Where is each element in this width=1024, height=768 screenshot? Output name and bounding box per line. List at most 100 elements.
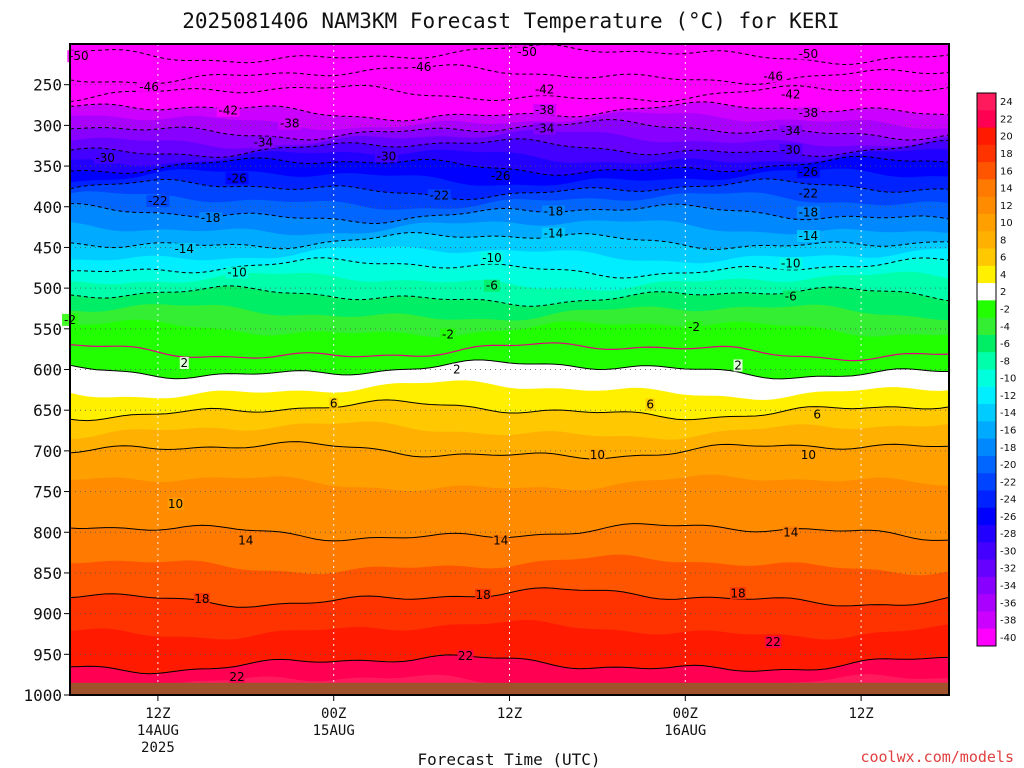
isotherm-line	[69, 441, 950, 460]
isotherm-label-bg	[237, 534, 254, 547]
x-tick-label: 00Z	[673, 706, 698, 722]
colorbar-swatch	[977, 404, 996, 422]
colorbar-swatch	[977, 369, 996, 388]
colorbar-swatch	[977, 179, 996, 198]
isotherm-label: 10	[801, 448, 816, 462]
y-tick-label: 550	[33, 320, 62, 339]
isotherm-label: -14	[544, 227, 564, 241]
isotherm-label: 10	[590, 448, 605, 462]
isotherm-label-bg	[452, 363, 462, 376]
y-tick-label: 700	[33, 442, 62, 461]
isotherm-label: 18	[730, 586, 745, 600]
isotherm-label: -46	[139, 80, 159, 94]
isotherm-label-bg	[761, 70, 785, 83]
y-tick-label: 250	[33, 76, 62, 95]
isotherm-line	[69, 138, 950, 158]
isotherm-label-bg	[796, 47, 820, 60]
colorbar-label: -4	[1000, 322, 1010, 333]
colorbar-swatch	[977, 283, 996, 301]
isotherm-label-bg	[796, 187, 820, 200]
colorbar-swatch	[977, 231, 996, 250]
colorbar-label: -6	[1000, 339, 1010, 350]
colorbar-label: -22	[1000, 477, 1016, 488]
isotherm-label: -26	[799, 165, 819, 179]
isotherm-label-bg	[146, 195, 170, 208]
isotherm-label: -42	[535, 83, 555, 97]
isotherm-label-bg	[172, 243, 196, 256]
isotherm-label-bg	[167, 497, 184, 510]
isotherm-label: 2	[180, 356, 188, 370]
isotherm-label: 22	[229, 670, 244, 684]
isotherm-label: -50	[517, 45, 537, 59]
y-tick-label: 800	[33, 523, 62, 542]
isotherm-label: 14	[783, 525, 798, 539]
colorbar-swatch	[977, 490, 996, 509]
isotherm-label-bg	[489, 169, 513, 182]
y-tick-label: 850	[33, 564, 62, 583]
isotherm-label: -26	[227, 171, 247, 185]
y-tick-label: 650	[33, 401, 62, 420]
pressure-axis: 250 300 350 400 450 500 550 600 650 700 750 800 850 9…	[23, 76, 70, 705]
x-tick-label: 15AUG	[313, 723, 355, 739]
isotherm-label-bg	[179, 356, 189, 369]
isotherm-label-bg	[686, 321, 703, 334]
y-tick-label: 350	[33, 157, 62, 176]
x-tick-label: 12Z	[145, 706, 170, 722]
isotherm-label: -22	[148, 194, 168, 208]
isotherm-label-bg	[779, 88, 803, 101]
colorbar-swatch	[977, 334, 996, 353]
isotherm-label: -2	[442, 328, 454, 342]
isotherm-label: -6	[486, 279, 498, 293]
isotherm-label-bg	[645, 398, 655, 411]
colorbar-label: -30	[1000, 546, 1016, 557]
isotherm-line	[69, 231, 950, 251]
colorbar-swatch	[977, 473, 996, 491]
colorbar-swatch	[977, 525, 996, 543]
colorbar-swatch	[977, 628, 996, 647]
colorbar-label: -32	[1000, 564, 1016, 575]
colorbar-label: 18	[1000, 149, 1013, 160]
isotherm-label: -26	[491, 169, 511, 183]
isotherm-label: -18	[799, 205, 819, 219]
colorbar-swatch	[977, 265, 996, 284]
isotherm-line	[69, 399, 950, 422]
isotherm-label: 10	[168, 497, 183, 511]
colorbar-legend: 24 22 20 18 16 14 12 10 8 6 4 2 -2 -4 -6 -8 -10 -12 -14 -16…	[976, 92, 1016, 647]
isotherm-label-bg	[515, 46, 539, 59]
isotherm-label: 2	[453, 363, 461, 377]
colorbar-swatch	[977, 162, 996, 180]
isotherm-label-bg	[800, 448, 817, 461]
isotherm-label: -14	[174, 242, 194, 256]
isotherm-label: -22	[799, 187, 819, 201]
colorbar-swatch	[977, 542, 996, 561]
isotherm-label-bg	[251, 136, 275, 149]
colorbar-swatch	[977, 93, 996, 111]
isotherm-label: 22	[766, 635, 781, 649]
colorbar-label: 22	[1000, 114, 1013, 125]
isotherm-label-bg	[533, 103, 557, 116]
isotherm-line	[69, 155, 950, 176]
colorbar-label: -10	[1000, 374, 1016, 385]
isotherm-label: -10	[482, 251, 502, 265]
isotherm-label: 2	[734, 358, 742, 372]
isotherm-label: 6	[813, 407, 821, 421]
isotherm-label-bg	[229, 671, 246, 684]
colorbar-label: -8	[1000, 356, 1010, 367]
colorbar-swatch	[977, 507, 996, 526]
y-tick-label: 300	[33, 116, 62, 135]
colorbar-swatch	[977, 317, 996, 336]
colorbar-swatch	[977, 438, 996, 457]
colorbar-swatch	[977, 127, 996, 146]
isotherm-label: -30	[781, 143, 801, 157]
colorbar-label: -36	[1000, 598, 1016, 609]
isotherm-label: -18	[201, 211, 221, 225]
isotherm-label-bg	[779, 143, 803, 156]
colorbar-frame	[976, 92, 997, 647]
isotherm-line	[69, 359, 949, 380]
isotherm-label-bg	[410, 60, 434, 73]
isotherm-label: -22	[429, 188, 449, 202]
isotherm-label: -38	[535, 103, 555, 117]
colorbar-swatch	[977, 110, 996, 129]
isotherm-label-bg	[374, 150, 398, 163]
